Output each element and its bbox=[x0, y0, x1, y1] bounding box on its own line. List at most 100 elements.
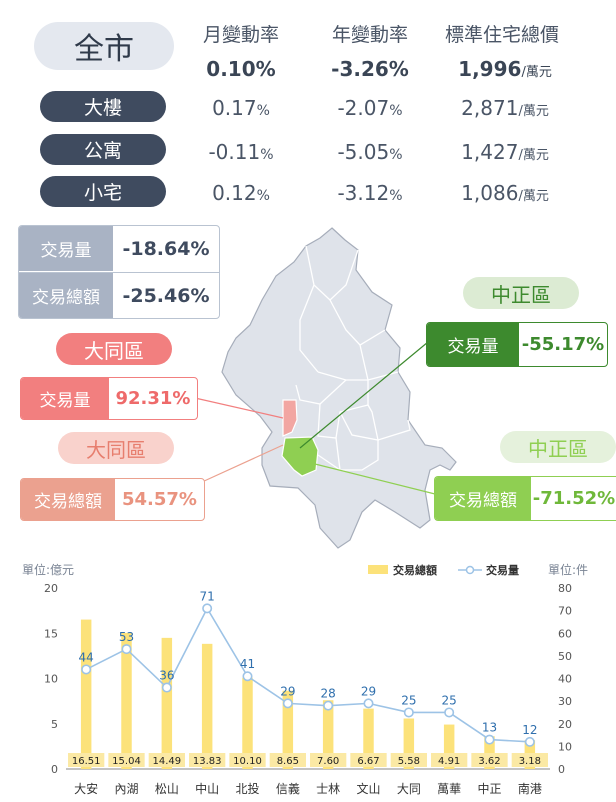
bar-value-bg bbox=[511, 753, 548, 767]
type-pill-small: 小宅 bbox=[40, 176, 166, 207]
bar-value-bg bbox=[431, 753, 468, 767]
legend-line-label: 交易量 bbox=[486, 563, 519, 577]
category-label: 內湖 bbox=[114, 781, 138, 796]
city-total: 1,996/萬元 bbox=[458, 57, 552, 81]
volume-point bbox=[161, 682, 172, 693]
volume-point bbox=[524, 736, 535, 747]
header-yearly: 年變動率 bbox=[331, 24, 408, 46]
type-pill-apartment: 公寓 bbox=[40, 134, 166, 165]
bar-value-label: 8.65 bbox=[277, 756, 299, 767]
small-yearly: -3.12% bbox=[337, 181, 403, 205]
city-monthly: 0.10% bbox=[206, 57, 276, 81]
datong-volume-district: 大同區 bbox=[56, 333, 172, 365]
bar-value-label: 6.67 bbox=[357, 756, 379, 767]
city-label: 全市 bbox=[74, 32, 134, 67]
right-tick-label: 10 bbox=[558, 740, 572, 753]
bar-value-bg bbox=[229, 753, 266, 767]
right-tick-label: 50 bbox=[558, 650, 572, 663]
left-tick-label: 10 bbox=[44, 673, 58, 686]
bar-value-label: 5.58 bbox=[398, 756, 420, 767]
zhongzheng-amount-value: -71.52% bbox=[532, 488, 616, 509]
bar-value-label: 13.83 bbox=[193, 756, 222, 767]
city-yearly: -3.26% bbox=[331, 57, 409, 81]
legend-bar-swatch bbox=[368, 565, 388, 574]
building-yearly: -2.07% bbox=[337, 96, 403, 120]
datong-volume-value: 92.31% bbox=[115, 388, 191, 409]
zhongzheng-district bbox=[281, 436, 319, 477]
volume-point bbox=[282, 698, 293, 709]
volume-data-label: 25 bbox=[442, 693, 457, 707]
city-pill: 全市 bbox=[34, 22, 174, 70]
city-volume-value: -18.64% bbox=[122, 237, 210, 260]
bar-value-bg bbox=[310, 753, 347, 767]
volume-data-label: 53 bbox=[119, 630, 134, 644]
datong-amount-value: 54.57% bbox=[122, 489, 197, 510]
right-tick-label: 0 bbox=[558, 763, 565, 776]
volume-point bbox=[121, 644, 132, 655]
left-tick-label: 20 bbox=[44, 582, 58, 595]
city-stats-box: 交易量 -18.64% 交易總額 -25.46% bbox=[18, 225, 220, 319]
volume-point bbox=[202, 603, 213, 614]
category-label: 士林 bbox=[316, 782, 340, 796]
category-label: 大同 bbox=[397, 782, 421, 796]
category-label: 大安 bbox=[74, 781, 98, 796]
right-tick-label: 20 bbox=[558, 718, 572, 731]
category-label: 松山 bbox=[155, 782, 179, 796]
right-tick-label: 40 bbox=[558, 673, 572, 686]
zhongzheng-volume-box: 交易量 -55.17% bbox=[426, 322, 608, 367]
bar-value-bg bbox=[148, 753, 185, 767]
bar bbox=[403, 718, 415, 769]
datong-amount-district: 大同區 bbox=[58, 432, 174, 464]
right-tick-label: 80 bbox=[558, 582, 572, 595]
volume-data-label: 41 bbox=[240, 657, 255, 671]
bar bbox=[363, 708, 374, 769]
bar-value-bg bbox=[269, 753, 306, 767]
volume-data-label: 12 bbox=[522, 723, 537, 737]
bar bbox=[80, 619, 92, 769]
bar-value-label: 16.51 bbox=[72, 756, 101, 767]
volume-data-label: 44 bbox=[79, 650, 94, 664]
zhongzheng-volume-label: 交易量 bbox=[427, 323, 519, 366]
volume-data-label: 29 bbox=[361, 684, 376, 698]
datong-amount-label: 交易總額 bbox=[21, 479, 115, 520]
bar bbox=[121, 632, 132, 769]
bar bbox=[484, 736, 495, 769]
category-label: 文山 bbox=[356, 781, 380, 796]
volume-data-label: 71 bbox=[200, 589, 215, 603]
taipei-map bbox=[194, 227, 457, 549]
bar-value-bg bbox=[350, 753, 387, 767]
volume-point bbox=[242, 671, 253, 682]
bar-value-bg bbox=[108, 753, 145, 767]
apartment-yearly: -5.05% bbox=[337, 140, 403, 164]
right-tick-label: 70 bbox=[558, 605, 572, 618]
volume-point bbox=[323, 700, 334, 711]
bar-value-label: 4.91 bbox=[438, 756, 460, 767]
datong-volume-label: 交易量 bbox=[21, 378, 109, 419]
right-axis-unit: 單位:件 bbox=[548, 562, 588, 577]
left-tick-label: 15 bbox=[44, 627, 58, 640]
zhongzheng-amount-label: 交易總額 bbox=[435, 477, 531, 520]
volume-point bbox=[444, 707, 455, 718]
building-monthly: 0.17% bbox=[212, 96, 270, 120]
volume-data-label: 28 bbox=[321, 687, 336, 701]
bar bbox=[282, 690, 294, 769]
district-chart: 單位:億元 單位:件 交易總額 交易量 0 5 10 15 20 0 10 20 30 40 50 6… bbox=[22, 562, 588, 796]
bar-value-bg bbox=[390, 753, 427, 767]
city-amount-value: -25.46% bbox=[122, 284, 210, 307]
apartment-total: 1,427/萬元 bbox=[461, 140, 549, 164]
building-total: 2,871/萬元 bbox=[461, 96, 549, 120]
right-tick-label: 60 bbox=[558, 627, 572, 640]
volume-point bbox=[403, 707, 414, 718]
bar-value-label: 15.04 bbox=[112, 756, 141, 767]
left-tick-label: 5 bbox=[51, 718, 58, 731]
legend-line-marker bbox=[465, 565, 475, 575]
legend: 交易總額 交易量 bbox=[368, 563, 519, 577]
volume-data-label: 13 bbox=[482, 721, 497, 735]
bar-value-label: 7.60 bbox=[317, 756, 339, 767]
datong-amount-box: 交易總額 54.57% bbox=[20, 478, 205, 521]
city-amount-label: 交易總額 bbox=[19, 273, 113, 318]
bar-value-bg bbox=[68, 753, 105, 767]
category-label: 中正 bbox=[477, 781, 501, 796]
category-label: 北投 bbox=[235, 781, 259, 796]
bar-value-bg bbox=[471, 753, 508, 767]
